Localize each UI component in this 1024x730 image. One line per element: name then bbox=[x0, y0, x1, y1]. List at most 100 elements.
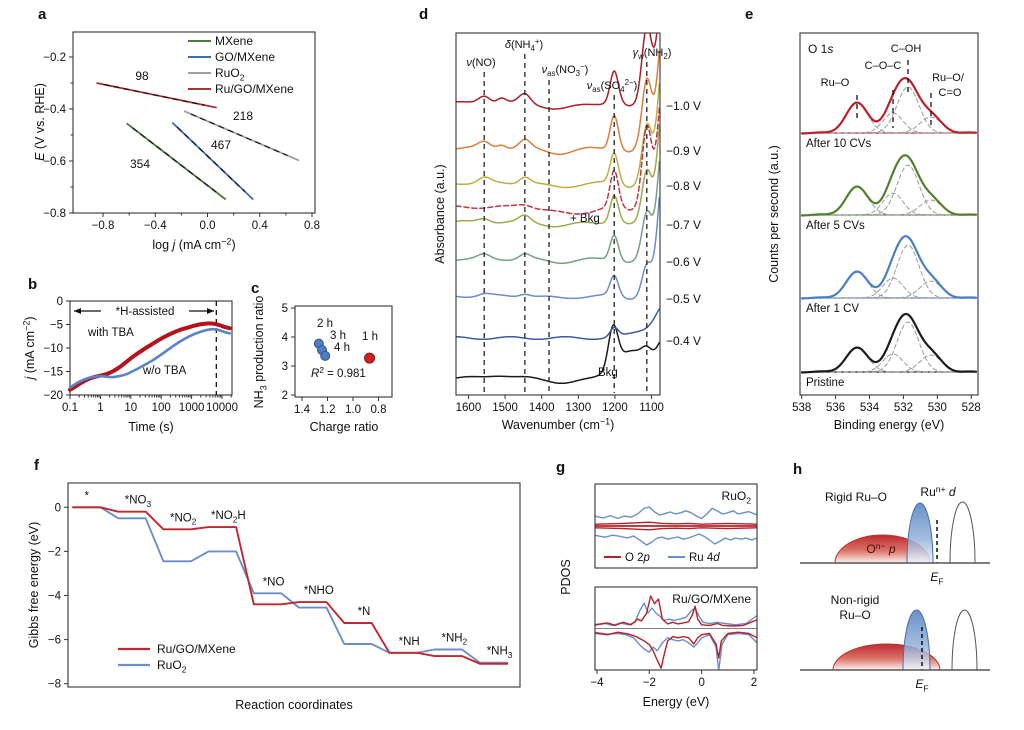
svg-text:4: 4 bbox=[282, 332, 289, 344]
svg-text:Gibbs free energy (eV): Gibbs free energy (eV) bbox=[27, 522, 41, 648]
svg-text:−1.0 V: −1.0 V bbox=[666, 99, 701, 113]
svg-text:j (mA cm−2): j (mA cm−2) bbox=[22, 316, 37, 381]
svg-text:−0.8 V: −0.8 V bbox=[666, 179, 701, 193]
svg-text:−5: −5 bbox=[50, 320, 63, 332]
panel-c-ratio-scatter-plot: 1.4 1.2 1.0 0.8 2 3 4 5 2 h3 h4 h 1 h R2 = 0.981 Ch… bbox=[252, 296, 393, 434]
svg-text:−0.4: −0.4 bbox=[144, 220, 167, 232]
svg-text:1500: 1500 bbox=[492, 402, 518, 414]
svg-text:−4: −4 bbox=[590, 677, 604, 689]
svg-text:0.1: 0.1 bbox=[62, 402, 78, 414]
svg-text:−0.4 V: −0.4 V bbox=[666, 334, 701, 348]
svg-text:−0.6 V: −0.6 V bbox=[666, 255, 701, 269]
svg-text:536: 536 bbox=[826, 402, 845, 414]
panel-e-xps-o1s-spectra: 538 536 534 532 530 528 After 10 CVs After 5 CV… bbox=[767, 32, 981, 432]
svg-text:2 h: 2 h bbox=[317, 318, 333, 330]
svg-text:MXene: MXene bbox=[215, 34, 253, 48]
svg-text:−0.5 V: −0.5 V bbox=[666, 292, 701, 306]
svg-text:νas(SO42−): νas(SO42−) bbox=[587, 78, 637, 94]
svg-text:After 5 CVs: After 5 CVs bbox=[806, 220, 865, 232]
svg-text:−0.8: −0.8 bbox=[92, 220, 115, 232]
svg-text:E (V vs. RHE): E (V vs. RHE) bbox=[33, 83, 47, 161]
svg-text:*NO2: *NO2 bbox=[170, 512, 197, 526]
svg-text:0.0: 0.0 bbox=[200, 220, 216, 232]
svg-text:C–O–C: C–O–C bbox=[865, 60, 902, 72]
svg-text:δ(NH4+): δ(NH4+) bbox=[505, 37, 543, 53]
svg-text:PDOS: PDOS bbox=[559, 559, 573, 594]
svg-text:Energy (eV): Energy (eV) bbox=[643, 695, 710, 709]
svg-text:−2: −2 bbox=[48, 546, 61, 558]
svg-text:log j (mA cm−2): log j (mA cm−2) bbox=[152, 237, 235, 252]
svg-text:with TBA: with TBA bbox=[87, 327, 134, 339]
svg-text:−0.9 V: −0.9 V bbox=[666, 144, 701, 158]
svg-text:98: 98 bbox=[135, 69, 149, 83]
svg-text:Non-rigid: Non-rigid bbox=[831, 593, 880, 607]
svg-text:0: 0 bbox=[55, 502, 61, 514]
svg-text:1 h: 1 h bbox=[362, 331, 378, 343]
svg-text:0.4: 0.4 bbox=[252, 220, 269, 232]
svg-text:On− p: On− p bbox=[866, 541, 896, 556]
svg-text:EF: EF bbox=[915, 677, 928, 693]
svg-text:NH3 production ratio: NH3 production ratio bbox=[252, 296, 269, 409]
svg-text:−15: −15 bbox=[43, 367, 63, 379]
svg-text:RuO2: RuO2 bbox=[722, 489, 752, 505]
svg-text:Counts per second (a.u.): Counts per second (a.u.) bbox=[767, 145, 781, 283]
svg-text:−0.7 V: −0.7 V bbox=[666, 218, 701, 232]
svg-text:GO/MXene: GO/MXene bbox=[215, 50, 275, 64]
svg-text:After 10 CVs: After 10 CVs bbox=[806, 138, 871, 150]
svg-text:Ru/GO/MXene: Ru/GO/MXene bbox=[215, 82, 294, 96]
svg-text:RuO2: RuO2 bbox=[157, 658, 187, 674]
svg-text:1200: 1200 bbox=[602, 402, 628, 414]
svg-text:ν(NO): ν(NO) bbox=[466, 57, 495, 69]
svg-text:−0.8: −0.8 bbox=[43, 208, 66, 220]
svg-text:0: 0 bbox=[698, 677, 704, 689]
svg-text:530: 530 bbox=[928, 402, 947, 414]
svg-text:5: 5 bbox=[282, 303, 288, 315]
svg-text:−20: −20 bbox=[43, 390, 63, 402]
panel-label-h: h bbox=[793, 461, 803, 478]
svg-text:4 h: 4 h bbox=[334, 342, 350, 354]
svg-text:3 h: 3 h bbox=[330, 330, 346, 342]
svg-text:Ru 4d: Ru 4d bbox=[689, 552, 720, 564]
svg-text:Reaction coordinates: Reaction coordinates bbox=[235, 698, 352, 712]
panel-label-d: d bbox=[419, 6, 429, 23]
svg-text:1.0: 1.0 bbox=[345, 404, 361, 416]
svg-text:1: 1 bbox=[97, 402, 103, 414]
svg-text:534: 534 bbox=[860, 402, 880, 414]
panel-b-chronoamperometry-plot: 0.1 1 10 100 1000 10000 0 −5 −10 −15 −20 *H-assiste… bbox=[22, 296, 238, 434]
svg-text:*NHO: *NHO bbox=[304, 585, 334, 597]
panel-f-gibbs-energy-diagram: 0 −2 −4 −6 −8 * *NO3 *NO2 *NO2H *NO *NHO *N *NH *NH2 *… bbox=[27, 482, 521, 712]
svg-text:*N: *N bbox=[358, 606, 371, 618]
panel-label-c: c bbox=[251, 280, 260, 297]
svg-text:Wavenumber (cm−1): Wavenumber (cm−1) bbox=[502, 417, 615, 432]
svg-text:528: 528 bbox=[962, 402, 981, 414]
svg-text:*NH3: *NH3 bbox=[487, 646, 513, 660]
svg-text:−8: −8 bbox=[48, 679, 61, 691]
svg-text:O 1s: O 1s bbox=[808, 42, 833, 56]
svg-text:Ru/GO/MXene: Ru/GO/MXene bbox=[157, 642, 236, 656]
svg-text:C=O: C=O bbox=[939, 87, 962, 99]
svg-text:O 2p: O 2p bbox=[625, 552, 651, 564]
svg-text:νas(NO3−): νas(NO3−) bbox=[542, 62, 589, 78]
svg-text:Binding energy (eV): Binding energy (eV) bbox=[834, 418, 944, 432]
svg-text:*NO2H: *NO2H bbox=[211, 510, 246, 524]
panel-a-tafel-plot: −0.8 −0.4 0.0 0.4 0.8 −0.2 −0.4 −0.6 −0.8 354 467 2… bbox=[33, 31, 320, 252]
svg-text:+ Bkg: + Bkg bbox=[570, 213, 600, 225]
svg-text:538: 538 bbox=[792, 402, 811, 414]
svg-text:−0.6: −0.6 bbox=[43, 156, 66, 168]
svg-text:−4: −4 bbox=[48, 590, 62, 602]
svg-text:532: 532 bbox=[894, 402, 913, 414]
panel-g-pdos-plots: RuO2 Ru/GO/MXene O 2p Ru 4d −4 −2 0 2 Energy (eV… bbox=[559, 483, 758, 709]
pdos-curves bbox=[595, 595, 757, 670]
svg-text:−0.2: −0.2 bbox=[43, 52, 66, 64]
panel-label-g: g bbox=[556, 459, 566, 476]
svg-text:*NO3: *NO3 bbox=[125, 495, 152, 509]
svg-text:R2 = 0.981: R2 = 0.981 bbox=[311, 365, 366, 380]
svg-text:Absorbance (a.u.): Absorbance (a.u.) bbox=[433, 164, 447, 263]
svg-text:*NO: *NO bbox=[263, 576, 285, 588]
svg-text:*H-assisted: *H-assisted bbox=[116, 306, 175, 318]
svg-text:Charge ratio: Charge ratio bbox=[310, 420, 379, 434]
svg-text:10: 10 bbox=[124, 402, 137, 414]
